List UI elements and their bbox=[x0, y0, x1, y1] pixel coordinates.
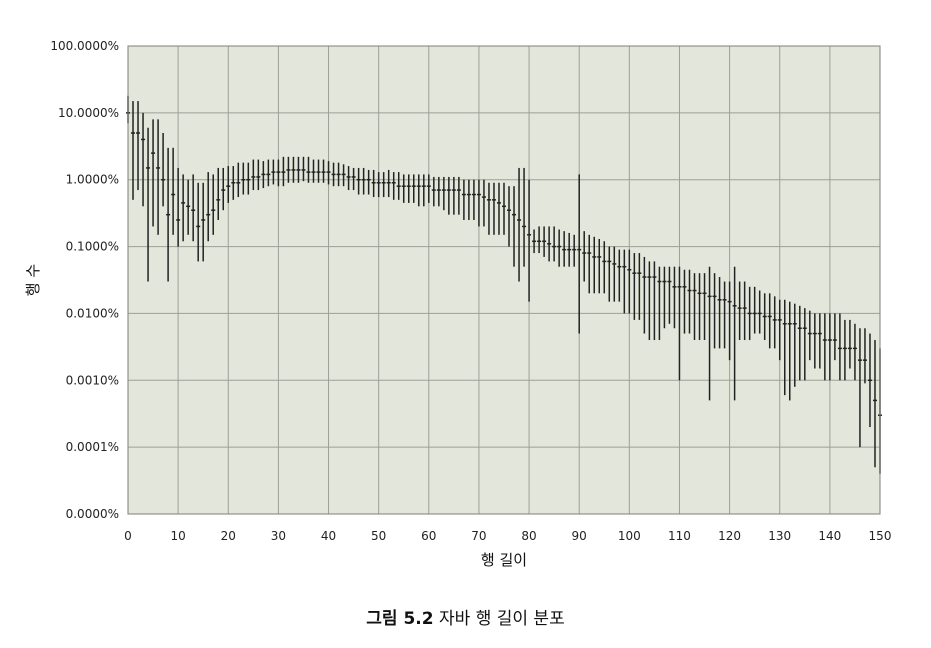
plot-border bbox=[127, 45, 881, 515]
x-tick-label: 50 bbox=[371, 529, 386, 543]
y-axis-title: 행 수 bbox=[24, 264, 42, 296]
x-tick-label: 30 bbox=[271, 529, 286, 543]
x-tick-label: 0 bbox=[124, 529, 132, 543]
x-tick-label: 80 bbox=[521, 529, 536, 543]
y-tick-label: 0.1000% bbox=[66, 240, 119, 254]
x-tick-label: 140 bbox=[818, 529, 841, 543]
y-tick-label: 1.0000% bbox=[66, 173, 119, 187]
x-tick-label: 120 bbox=[718, 529, 741, 543]
y-tick-label: 10.0000% bbox=[58, 106, 119, 120]
figure-number: 그림 5.2 bbox=[366, 609, 434, 629]
x-tick-label: 110 bbox=[668, 529, 691, 543]
x-tick-label: 10 bbox=[170, 529, 185, 543]
y-tick-label: 0.0010% bbox=[66, 373, 119, 387]
figure-caption-text: 자바 행 길이 분포 bbox=[439, 609, 565, 629]
error-bars bbox=[126, 95, 882, 474]
row-length-chart: 100.0000%10.0000%1.0000%0.1000%0.0100%0.… bbox=[24, 39, 891, 569]
y-tick-label: 0.0100% bbox=[66, 306, 119, 320]
x-tick-label: 60 bbox=[421, 529, 436, 543]
x-tick-label: 70 bbox=[471, 529, 486, 543]
x-tick-label: 40 bbox=[321, 529, 336, 543]
x-tick-label: 20 bbox=[221, 529, 236, 543]
y-tick-label: 0.0001% bbox=[66, 440, 119, 454]
y-tick-labels: 100.0000% 10.0000% 1.0000% 0.1000% 0.0100% 0.… bbox=[50, 39, 119, 521]
y-tick-label: 100.0000% bbox=[50, 39, 119, 53]
figure-caption: 그림 5.2 자바 행 길이 분포 bbox=[0, 604, 931, 629]
x-tick-labels: 0 10 20 30 40 50 60 70 80 90 100 110 120 130 140 150 bbox=[124, 529, 891, 543]
x-tick-label: 130 bbox=[768, 529, 791, 543]
x-tick-label: 90 bbox=[572, 529, 587, 543]
x-axis-title: 행 길이 bbox=[481, 551, 527, 569]
x-tick-label: 100 bbox=[618, 529, 641, 543]
plot-background bbox=[128, 46, 880, 514]
x-tick-label: 150 bbox=[869, 529, 892, 543]
y-tick-label: 0.0000% bbox=[66, 507, 119, 521]
